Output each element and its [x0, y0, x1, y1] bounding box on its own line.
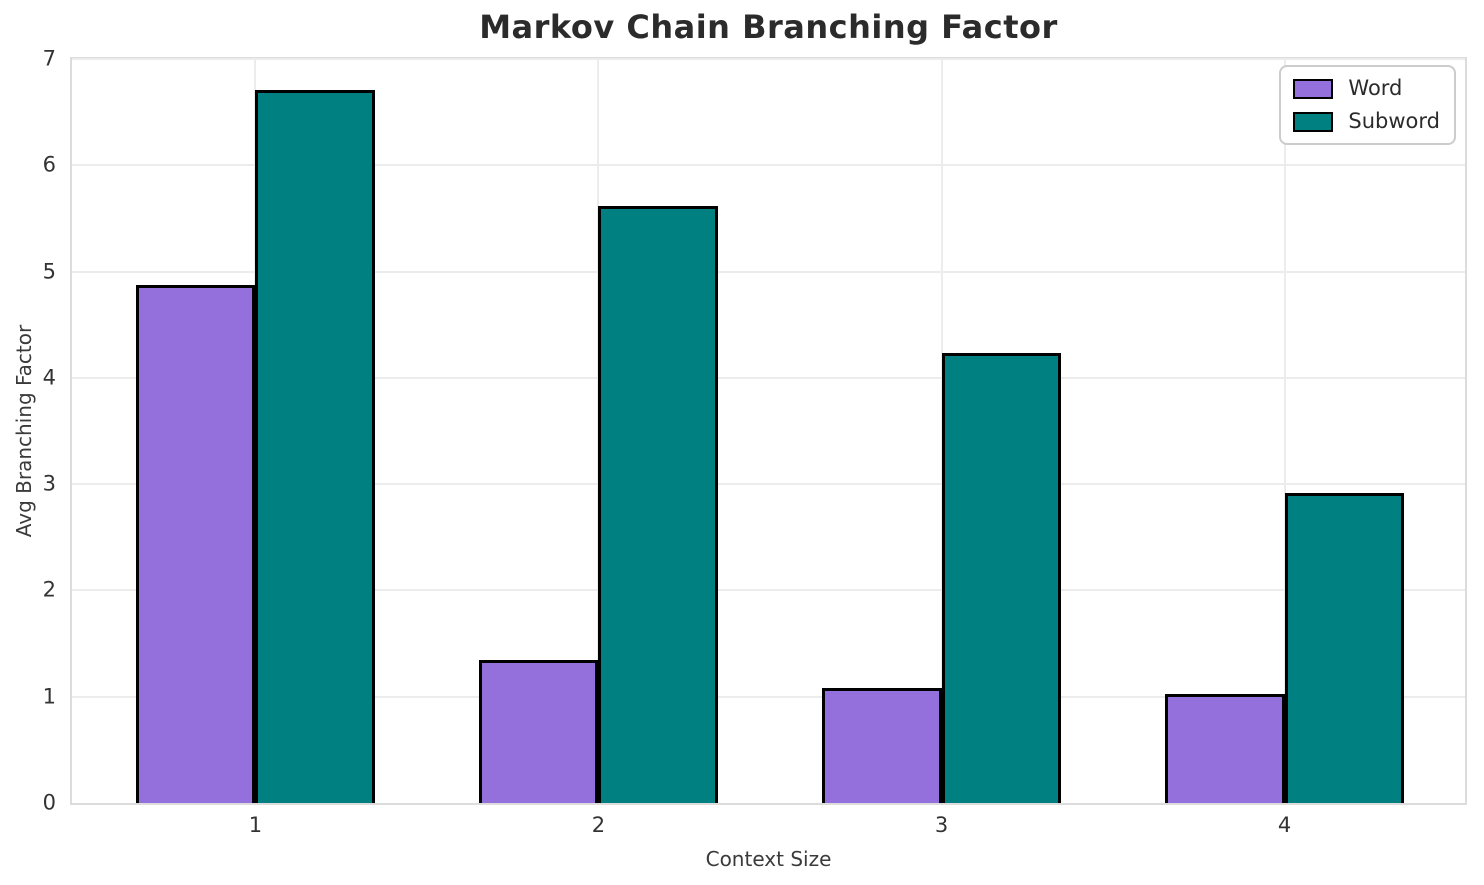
- bar-subword-1: [255, 89, 376, 803]
- x-axis-label: Context Size: [705, 847, 832, 871]
- y-tick-0: 0: [42, 790, 56, 815]
- y-tick-6: 6: [42, 152, 56, 177]
- bar-subword-2: [598, 205, 719, 803]
- y-tick-2: 2: [42, 577, 56, 602]
- chart-title: Markov Chain Branching Factor: [479, 8, 1058, 46]
- x-tick-3: 3: [934, 813, 949, 837]
- y-tick-7: 7: [42, 46, 56, 71]
- gridline-y-1: [72, 695, 1465, 698]
- gridline-y-2: [72, 589, 1465, 592]
- legend-swatch-subword: [1293, 111, 1334, 132]
- bar-word-3: [821, 688, 942, 803]
- bar-word-1: [135, 285, 256, 803]
- gridline-y-3: [72, 483, 1465, 486]
- bar-subword-4: [1284, 492, 1405, 803]
- gridline-y-5: [72, 270, 1465, 273]
- y-axis-label: Avg Branching Factor: [12, 324, 36, 538]
- legend-label-subword: Subword: [1348, 109, 1440, 134]
- x-tick-1: 1: [248, 813, 263, 837]
- y-tick-1: 1: [42, 684, 56, 709]
- legend-item-word: Word: [1293, 76, 1440, 100]
- legend-item-subword: Subword: [1293, 109, 1440, 134]
- legend: Word Subword: [1279, 65, 1456, 146]
- plot-area: Word Subword 0 1 2 3 4 5 6 7 1 2 3 4: [43, 48, 1467, 836]
- bar-subword-3: [941, 353, 1062, 803]
- gridline-y-4: [72, 376, 1465, 379]
- bar-word-4: [1164, 693, 1285, 803]
- x-tick-4: 4: [1277, 813, 1292, 837]
- gridline-y-7: [72, 58, 1465, 60]
- gridline-x-4: [1283, 59, 1286, 803]
- y-tick-3: 3: [42, 471, 56, 496]
- x-tick-2: 2: [591, 813, 606, 837]
- y-tick-4: 4: [42, 365, 56, 390]
- bar-word-2: [478, 659, 599, 803]
- gridline-y-6: [72, 164, 1465, 167]
- legend-swatch-word: [1293, 78, 1334, 99]
- y-tick-5: 5: [42, 259, 56, 284]
- legend-label-word: Word: [1348, 76, 1403, 100]
